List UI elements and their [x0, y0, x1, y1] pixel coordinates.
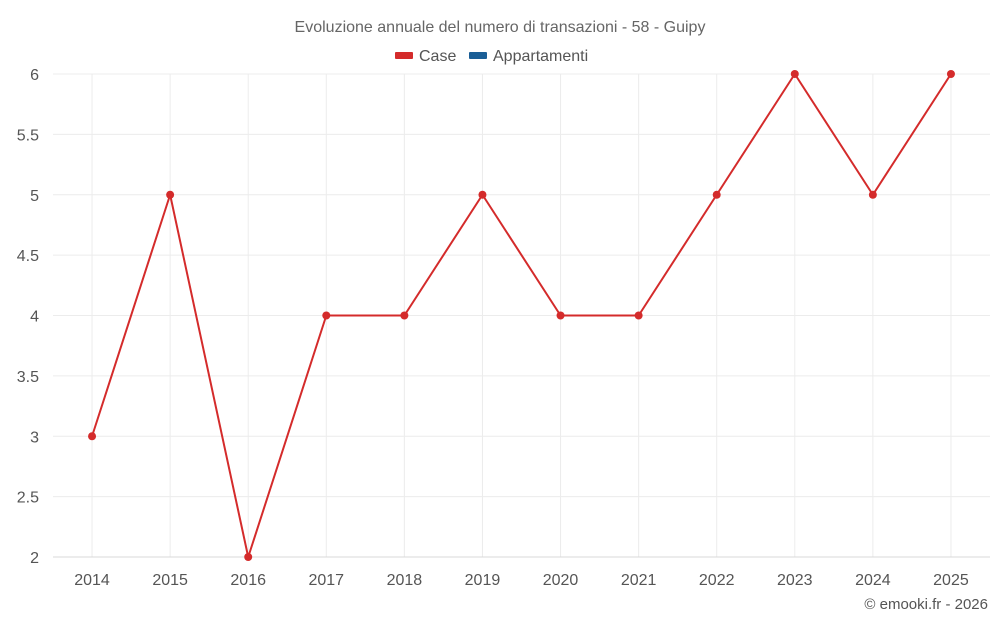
grid	[53, 73, 990, 557]
y-axis-ticks: 2 2.5 3 3.5 4 4.5 5 5.5 6	[17, 67, 39, 567]
data-point-case[interactable]	[556, 311, 565, 320]
legend-label-appartamenti: Appartamenti	[493, 48, 588, 65]
y-tick-label: 6	[30, 67, 39, 84]
x-tick-label: 2024	[855, 572, 891, 589]
data-point-case[interactable]	[790, 70, 799, 78]
data-point-case[interactable]	[946, 70, 955, 78]
data-point-case[interactable]	[868, 190, 877, 199]
data-point-case[interactable]	[712, 190, 721, 199]
data-point-case[interactable]	[244, 553, 253, 561]
legend-item-case[interactable]: Case	[395, 48, 456, 65]
y-tick-label: 5.5	[17, 127, 39, 144]
x-tick-label: 2016	[230, 572, 266, 589]
x-tick-label: 2020	[543, 572, 579, 589]
y-tick-label: 4.5	[17, 248, 39, 265]
x-tick-label: 2018	[387, 572, 423, 589]
data-point-case[interactable]	[634, 311, 643, 320]
credit-text: © emooki.fr - 2026	[864, 596, 988, 613]
y-tick-label: 3	[30, 429, 39, 446]
x-axis-ticks: 2014 2015 2016 2017 2018 2019 2020 2021 2022 2023…	[74, 572, 969, 589]
data-point-case[interactable]	[88, 432, 97, 441]
data-point-case[interactable]	[478, 190, 487, 199]
series-line-case	[91, 73, 952, 558]
x-tick-label: 2019	[465, 572, 501, 589]
x-tick-label: 2025	[933, 572, 969, 589]
y-tick-label: 4	[30, 309, 39, 326]
y-tick-label: 2.5	[17, 490, 39, 507]
x-tick-label: 2014	[74, 572, 110, 589]
legend-swatch-appartamenti	[469, 52, 487, 59]
x-tick-label: 2023	[777, 572, 813, 589]
x-tick-label: 2015	[152, 572, 188, 589]
legend-label-case: Case	[419, 48, 456, 65]
legend-item-appartamenti[interactable]: Appartamenti	[469, 48, 588, 65]
series-case	[88, 70, 955, 561]
x-tick-label: 2022	[699, 572, 735, 589]
y-tick-label: 5	[30, 188, 39, 205]
y-tick-label: 3.5	[17, 369, 39, 386]
legend: Case Appartamenti	[395, 48, 588, 65]
legend-swatch-case	[395, 52, 413, 59]
data-point-case[interactable]	[400, 311, 409, 320]
data-point-case[interactable]	[322, 311, 331, 320]
x-tick-label: 2017	[308, 572, 344, 589]
chart-title: Evoluzione annuale del numero di transaz…	[295, 19, 706, 36]
x-tick-label: 2021	[621, 572, 657, 589]
data-point-case[interactable]	[166, 190, 175, 199]
y-tick-label: 2	[30, 550, 39, 567]
